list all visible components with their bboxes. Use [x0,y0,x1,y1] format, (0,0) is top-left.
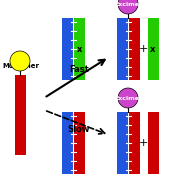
Bar [73,112,84,174]
Text: +: + [139,138,148,148]
Bar [128,18,139,80]
Text: +: + [139,44,148,54]
Text: Excimer: Excimer [114,95,142,101]
Bar [61,112,72,174]
Text: x: x [77,44,83,53]
Bar [116,112,128,174]
Text: Excimer: Excimer [114,2,142,6]
Bar [148,112,158,174]
Circle shape [10,51,30,71]
Circle shape [118,88,138,108]
Text: x: x [150,44,156,53]
Bar [128,112,139,174]
Text: Monomer: Monomer [2,63,39,69]
Bar [15,75,26,155]
Bar [61,18,72,80]
Bar [73,18,84,80]
Text: Fast: Fast [69,66,89,74]
Bar [148,18,158,80]
Circle shape [118,0,138,14]
Bar [116,18,128,80]
Text: Slow: Slow [68,125,90,135]
